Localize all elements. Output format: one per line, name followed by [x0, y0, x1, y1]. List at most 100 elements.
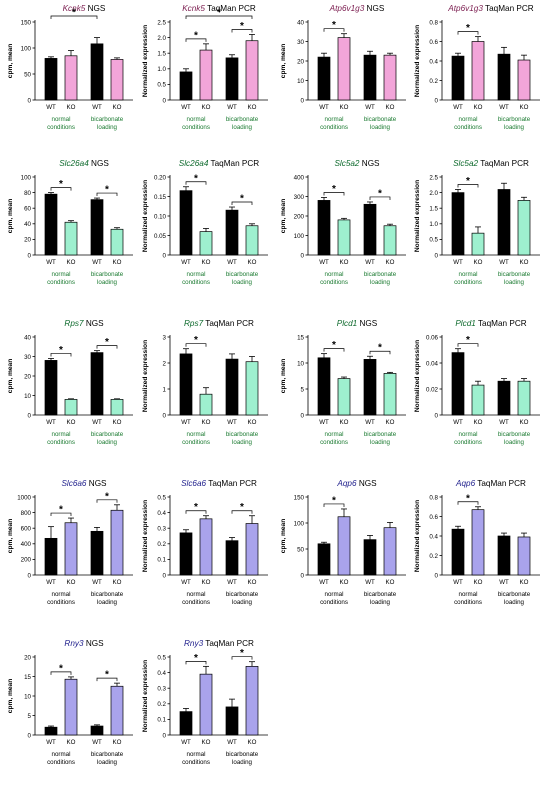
significance-star: *: [59, 345, 63, 356]
bar-wt: [497, 535, 511, 576]
genotype-label: KO: [474, 579, 483, 586]
y-tick-label: 1000: [17, 494, 31, 501]
condition-label: normal conditions: [320, 116, 348, 131]
significance-star: *: [59, 505, 63, 516]
significance-bracket: [457, 343, 479, 347]
y-tick-label: 0.5: [429, 237, 438, 244]
y-tick-label: 0: [28, 97, 32, 104]
condition-label: bicarbonate loading: [498, 271, 531, 286]
chart-8: Rps7 NGS cpm, mean 0 10 20 30 40 WT KO WT KO normal…: [7, 319, 133, 446]
condition-label: bicarbonate loading: [91, 431, 124, 446]
bar-ko: [337, 378, 351, 416]
y-tick-label: 0.4: [429, 533, 438, 540]
significance-star: *: [194, 335, 198, 346]
y-tick-label: 2.0: [157, 35, 166, 42]
y-tick-label: 0.6: [429, 514, 438, 521]
condition-label: bicarbonate loading: [91, 751, 124, 766]
y-tick-label: 0.1: [157, 717, 166, 724]
genotype-label: KO: [520, 259, 529, 266]
chart-title: Atp6v1g3 NGS: [329, 4, 385, 13]
genotype-label: KO: [248, 104, 257, 111]
bar-ko: [383, 225, 397, 256]
chart-0: Kcnk5 NGS cpm, mean 0 50 100 150 WT KO WT KO norma…: [7, 4, 133, 131]
bar-ko: [199, 393, 213, 416]
significance-star: *: [72, 8, 76, 19]
significance-bracket: [231, 656, 253, 660]
significance-star: *: [240, 648, 244, 659]
genotype-label: KO: [248, 739, 257, 746]
genotype-label: KO: [474, 104, 483, 111]
condition-label: normal conditions: [182, 751, 210, 766]
condition-label: bicarbonate loading: [226, 116, 259, 131]
significance-bracket: [185, 15, 253, 19]
bar-wt: [225, 540, 239, 576]
bar-ko: [64, 221, 78, 256]
genotype-label: KO: [202, 104, 211, 111]
chart-1: Kcnk5 TaqMan PCR Normalized expression 0 0.…: [142, 4, 268, 131]
significance-star: *: [466, 23, 470, 34]
bar-wt: [90, 725, 104, 736]
condition-label: bicarbonate loading: [498, 116, 531, 131]
y-tick-label: 20: [24, 373, 31, 380]
significance-star: *: [59, 179, 63, 190]
genotype-label: WT: [227, 259, 237, 266]
bar-ko: [337, 37, 351, 101]
y-tick-label: 0: [163, 97, 167, 104]
y-tick-label: 40: [24, 221, 31, 228]
bar-wt: [451, 55, 465, 101]
y-tick-label: 0: [301, 412, 305, 419]
condition-label: bicarbonate loading: [91, 116, 124, 131]
bar-wt: [44, 193, 58, 256]
genotype-label: KO: [386, 104, 395, 111]
genotype-label: WT: [319, 259, 329, 266]
bar-ko: [517, 59, 531, 101]
y-axis-label: cpm, mean: [7, 199, 14, 233]
significance-star: *: [378, 188, 382, 199]
bar-wt: [451, 528, 465, 576]
y-tick-label: 0: [163, 412, 167, 419]
bar-wt: [317, 357, 331, 416]
y-tick-label: 0.4: [157, 510, 166, 517]
chart-16: Rny3 NGS cpm, mean 0 5 10 15 20 WT KO WT KO normal c…: [7, 639, 133, 766]
y-tick-label: 400: [294, 174, 305, 181]
chart-14: Aqp6 NGS cpm, mean 0 50 100 150 WT KO WT KO normal…: [280, 479, 406, 606]
y-axis-label: cpm, mean: [280, 519, 287, 553]
y-tick-label: 0: [435, 412, 439, 419]
significance-bracket: [323, 348, 345, 352]
bar-wt: [497, 380, 511, 416]
genotype-label: KO: [202, 419, 211, 426]
y-axis-label: cpm, mean: [280, 199, 287, 233]
chart-title: Rps7 TaqMan PCR: [184, 319, 254, 328]
genotype-label: KO: [113, 419, 122, 426]
y-tick-label: 80: [24, 190, 31, 197]
genotype-label: KO: [202, 259, 211, 266]
bar-wt: [497, 53, 511, 101]
genotype-label: WT: [227, 104, 237, 111]
y-tick-label: 400: [21, 541, 32, 548]
y-tick-label: 800: [21, 510, 32, 517]
y-tick-label: 0.1: [157, 557, 166, 564]
significance-bracket: [457, 501, 479, 505]
condition-label: normal conditions: [454, 271, 482, 286]
y-tick-label: 0: [301, 97, 305, 104]
condition-label: normal conditions: [182, 271, 210, 286]
y-tick-label: 1.0: [157, 66, 166, 73]
significance-bracket: [50, 15, 98, 19]
chart-title: Plcd1 NGS: [337, 319, 378, 328]
chart-5: Slc26a4 TaqMan PCR Normalized expression 0…: [142, 159, 268, 286]
condition-label: normal conditions: [47, 751, 75, 766]
condition-label: bicarbonate loading: [226, 751, 259, 766]
y-tick-label: 0.4: [429, 58, 438, 65]
y-tick-label: 300: [294, 194, 305, 201]
chart-title: Rny3 NGS: [64, 639, 104, 648]
genotype-label: WT: [365, 259, 375, 266]
bar-wt: [317, 200, 331, 256]
condition-label: normal conditions: [320, 271, 348, 286]
bar-wt: [179, 353, 193, 416]
chart-11: Plcd1 TaqMan PCR Normalized expression 0 0.…: [414, 319, 540, 446]
bar-wt: [317, 56, 331, 101]
bar-wt: [363, 539, 377, 576]
y-tick-label: 1.0: [429, 221, 438, 228]
genotype-label: WT: [92, 579, 102, 586]
y-tick-label: 0.06: [426, 334, 439, 341]
